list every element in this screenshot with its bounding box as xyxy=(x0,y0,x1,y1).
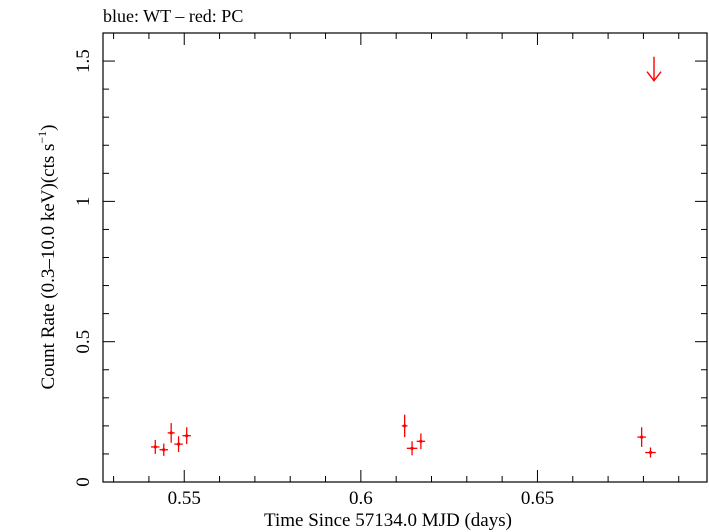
y-tick-label: 0 xyxy=(73,477,94,487)
data-point xyxy=(637,427,646,447)
data-point xyxy=(401,414,408,438)
data-points xyxy=(151,56,662,458)
point-marker xyxy=(176,442,181,446)
y-tick-label: 1 xyxy=(73,197,94,207)
data-point xyxy=(406,441,418,456)
data-point xyxy=(174,436,183,452)
data-point xyxy=(416,433,426,450)
point-marker xyxy=(419,439,423,443)
data-point xyxy=(645,447,656,458)
point-marker xyxy=(640,435,644,439)
point-marker xyxy=(169,431,173,435)
data-point xyxy=(182,427,191,445)
y-axis: 0 0.5 1 1.5 xyxy=(73,32,707,487)
y-axis-title-end: ) xyxy=(38,124,59,130)
point-marker xyxy=(185,434,189,438)
y-axis-title-sup: −1 xyxy=(35,131,49,144)
x-axis-title: Time Since 57134.0 MJD (days) xyxy=(264,510,512,531)
y-axis-title-main: Count Rate (0.3–10.0 keV)(cts s xyxy=(38,144,59,390)
point-marker xyxy=(403,424,407,428)
data-point xyxy=(167,423,175,443)
x-axis: 0.55 0.6 0.65 xyxy=(113,33,680,509)
x-tick-label: 0.55 xyxy=(168,488,201,509)
data-point xyxy=(151,439,160,454)
upper-limit-arrow xyxy=(646,56,662,82)
chart-title: blue: WT – red: PC xyxy=(103,6,243,26)
point-marker xyxy=(162,448,166,452)
y-tick-label: 0.5 xyxy=(73,330,94,354)
y-axis-title: Count Rate (0.3–10.0 keV)(cts s−1) xyxy=(35,124,59,389)
point-marker xyxy=(410,446,414,450)
data-point xyxy=(159,443,168,456)
point-marker xyxy=(153,445,157,449)
y-tick-label: 1.5 xyxy=(73,49,94,73)
x-tick-label: 0.65 xyxy=(521,488,554,509)
upper-limit-head xyxy=(646,71,662,82)
x-tick-label: 0.6 xyxy=(349,488,373,509)
point-marker xyxy=(648,450,653,455)
